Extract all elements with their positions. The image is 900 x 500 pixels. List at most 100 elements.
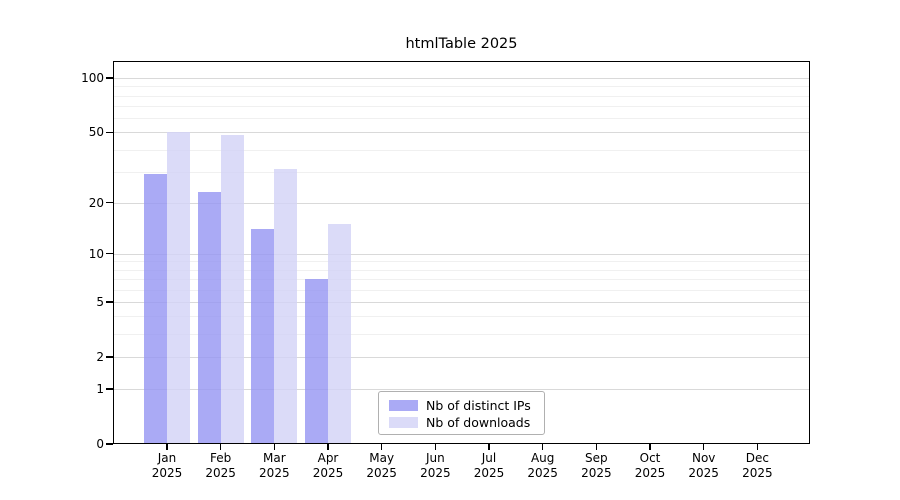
x-tick-year: 2025 — [742, 465, 773, 480]
y-tick-mark — [106, 388, 113, 390]
x-tick-label: Oct 2025 — [618, 451, 682, 480]
x-tick-label: Apr 2025 — [296, 451, 360, 480]
x-tick-label: Jul 2025 — [457, 451, 521, 480]
x-tick-year: 2025 — [312, 465, 344, 480]
x-tick-month: Aug — [530, 451, 555, 465]
y-tick-label: 50 — [88, 125, 104, 140]
x-tick-month: Oct — [639, 451, 661, 465]
bar-downloads — [328, 224, 351, 444]
x-tick-year: 2025 — [259, 465, 290, 480]
bar-distinct-ips — [251, 229, 275, 444]
x-tick-month: Mar — [263, 451, 286, 465]
major-gridline — [113, 253, 810, 255]
minor-gridline — [113, 316, 810, 318]
x-tick-month: Sep — [585, 451, 608, 465]
minor-gridline — [113, 334, 810, 336]
x-tick-month: Nov — [691, 451, 716, 465]
major-gridline — [113, 301, 810, 303]
x-tick-year: 2025 — [688, 465, 719, 480]
minor-gridline — [113, 171, 810, 173]
y-tick-mark — [106, 301, 113, 303]
major-gridline — [113, 356, 810, 358]
legend-item-downloads: Nb of downloads — [389, 414, 544, 431]
chart-title: htmlTable 2025 — [405, 36, 518, 52]
x-tick-year: 2025 — [527, 465, 558, 480]
major-gridline — [113, 389, 810, 391]
x-tick-mark — [220, 444, 222, 450]
legend-item-distinct-ips: Nb of distinct IPs — [389, 397, 544, 414]
minor-gridline — [113, 279, 810, 281]
y-tick-label: 100 — [81, 71, 104, 85]
x-tick-month: May — [369, 451, 395, 465]
bar-distinct-ips — [305, 279, 328, 444]
y-tick-label: 0 — [96, 437, 104, 451]
x-tick-mark — [166, 444, 168, 450]
x-tick-year: 2025 — [473, 465, 505, 480]
x-tick-mark — [327, 444, 329, 450]
x-tick-mark — [273, 444, 275, 450]
y-tick-mark — [106, 131, 113, 133]
x-tick-label: Jan 2025 — [135, 451, 199, 480]
x-tick-year: 2025 — [634, 465, 666, 480]
major-gridline — [113, 202, 810, 204]
legend-label-downloads: Nb of downloads — [426, 415, 531, 430]
y-tick-mark — [106, 77, 113, 79]
minor-gridline — [113, 261, 810, 263]
x-tick-mark — [381, 444, 383, 450]
x-tick-month: Apr — [317, 451, 339, 465]
y-tick-label: 1 — [96, 382, 104, 397]
minor-gridline — [113, 289, 810, 291]
x-tick-label: Dec 2025 — [725, 451, 789, 480]
x-tick-label: Jun 2025 — [403, 451, 467, 480]
x-tick-label: Feb 2025 — [189, 451, 253, 480]
x-tick-month: Jul — [481, 451, 497, 465]
x-tick-year: 2025 — [151, 465, 183, 480]
y-tick-mark — [106, 201, 113, 204]
x-tick-mark — [434, 444, 436, 450]
x-tick-label: Sep 2025 — [564, 451, 628, 480]
x-tick-mark — [756, 444, 759, 450]
legend-swatch-downloads — [389, 417, 418, 428]
x-tick-label: Aug 2025 — [511, 451, 575, 480]
minor-gridline — [113, 95, 810, 97]
legend-swatch-distinct-ips — [389, 400, 418, 411]
x-tick-mark — [542, 444, 544, 450]
minor-gridline — [113, 117, 810, 119]
x-tick-year: 2025 — [420, 465, 451, 480]
x-tick-mark — [488, 444, 490, 450]
x-tick-month: Jan — [157, 451, 177, 465]
y-tick-label: 10 — [88, 246, 104, 261]
minor-gridline — [113, 269, 810, 271]
x-tick-mark — [595, 444, 597, 450]
minor-gridline — [113, 86, 810, 88]
y-tick-mark — [106, 253, 113, 255]
x-tick-year: 2025 — [581, 465, 612, 480]
bar-downloads — [274, 169, 298, 444]
x-tick-label: May 2025 — [350, 451, 414, 480]
bar-distinct-ips — [197, 191, 221, 444]
x-tick-label: Nov 2025 — [672, 451, 736, 480]
x-tick-month: Dec — [745, 451, 769, 465]
major-gridline — [113, 132, 810, 134]
minor-gridline — [113, 105, 810, 107]
bar-downloads — [220, 135, 244, 444]
y-tick-mark — [106, 443, 113, 445]
x-tick-month: Jun — [425, 451, 445, 465]
y-tick-label: 20 — [88, 195, 104, 210]
y-tick-mark — [106, 356, 113, 358]
major-gridline — [113, 78, 810, 79]
x-tick-label: Mar 2025 — [242, 451, 306, 480]
x-tick-month: Feb — [210, 451, 232, 465]
y-tick-label: 2 — [96, 349, 104, 364]
bar-downloads — [167, 132, 190, 444]
x-tick-mark — [703, 444, 705, 450]
x-tick-year: 2025 — [366, 465, 397, 480]
legend-label-distinct-ips: Nb of distinct IPs — [426, 398, 531, 413]
legend: Nb of distinct IPs Nb of downloads — [378, 391, 545, 435]
x-tick-year: 2025 — [205, 465, 236, 480]
y-tick-label: 5 — [96, 294, 104, 309]
minor-gridline — [113, 149, 810, 151]
bar-distinct-ips — [144, 174, 167, 444]
plot-area: Nb of distinct IPs Nb of downloads — [113, 61, 810, 444]
